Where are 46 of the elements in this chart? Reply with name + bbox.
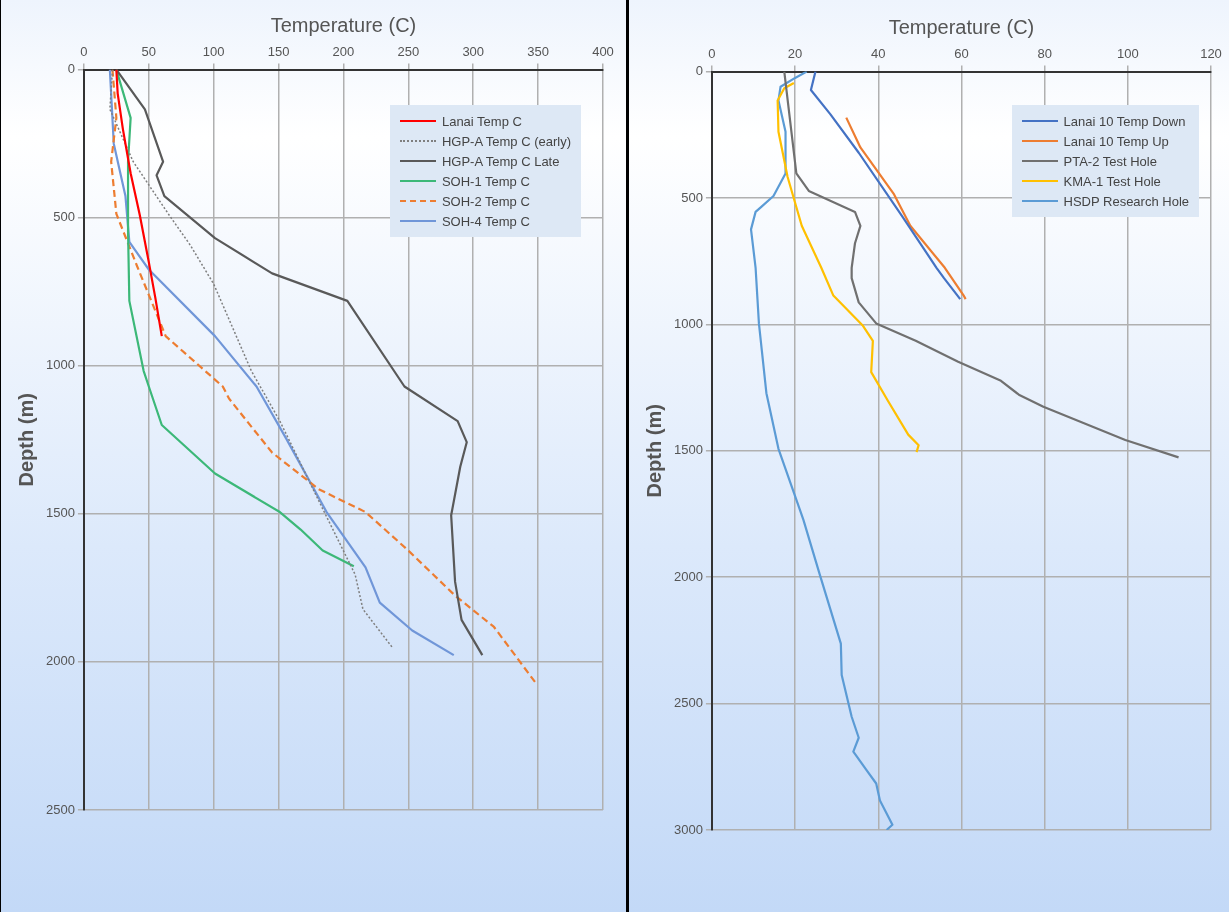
x-tick-label: 60 xyxy=(954,46,969,62)
legend-label: SOH-2 Temp C xyxy=(441,193,530,209)
y-tick-label: 500 xyxy=(53,209,75,225)
x-tick-label: 20 xyxy=(787,46,803,62)
y-axis-title: Depth (m) xyxy=(642,404,665,498)
y-tick-label: 1500 xyxy=(674,442,703,458)
y-axis-title: Depth (m) xyxy=(14,393,37,487)
x-axis-title: Temperature (C) xyxy=(888,15,1035,38)
x-tick-label: 40 xyxy=(871,46,886,62)
y-tick-label: 2000 xyxy=(674,568,703,584)
y-tick-label: 0 xyxy=(67,61,75,77)
x-tick-label: 0 xyxy=(80,44,88,60)
x-tick-label: 100 xyxy=(202,44,225,60)
x-tick-label: 0 xyxy=(708,46,716,62)
legend-label: KMA-1 Test Hole xyxy=(1063,173,1161,189)
y-tick-label: 2500 xyxy=(674,695,703,711)
legend-label: SOH-1 Temp C xyxy=(441,173,530,189)
legend-label: SOH-4 Temp C xyxy=(441,213,530,229)
x-tick-label: 50 xyxy=(141,44,157,60)
y-tick-label: 500 xyxy=(681,189,703,205)
y-tick-label: 1500 xyxy=(46,505,75,521)
y-tick-label: 0 xyxy=(695,63,703,79)
legend-label: HGP-A Temp C Late xyxy=(441,153,560,169)
legend-label: Lanai 10 Temp Down xyxy=(1063,113,1186,129)
y-tick-label: 1000 xyxy=(46,357,75,373)
y-tick-label: 2000 xyxy=(46,653,75,669)
y-tick-label: 1000 xyxy=(674,315,703,331)
legend-label: Lanai 10 Temp Up xyxy=(1063,133,1169,149)
x-tick-label: 400 xyxy=(592,44,614,60)
line-series xyxy=(110,69,537,684)
x-tick-label: 150 xyxy=(267,44,290,60)
legend-label: PTA-2 Test Hole xyxy=(1063,153,1157,169)
x-tick-label: 120 xyxy=(1200,46,1222,62)
x-tick-label: 300 xyxy=(462,44,485,60)
legend-label: HSDP Research Hole xyxy=(1063,193,1189,209)
y-tick-label: 3000 xyxy=(674,821,703,837)
y-tick-label: 2500 xyxy=(46,801,75,817)
legend-label: HGP-A Temp C (early) xyxy=(441,133,571,149)
line-series xyxy=(109,69,394,649)
legend-label: Lanai Temp C xyxy=(441,113,522,129)
x-tick-label: 250 xyxy=(397,44,420,60)
x-tick-label: 80 xyxy=(1037,46,1052,62)
x-tick-label: 350 xyxy=(527,44,549,60)
x-tick-label: 100 xyxy=(1116,46,1139,62)
x-axis-title: Temperature (C) xyxy=(270,13,417,36)
x-tick-label: 200 xyxy=(332,44,355,60)
